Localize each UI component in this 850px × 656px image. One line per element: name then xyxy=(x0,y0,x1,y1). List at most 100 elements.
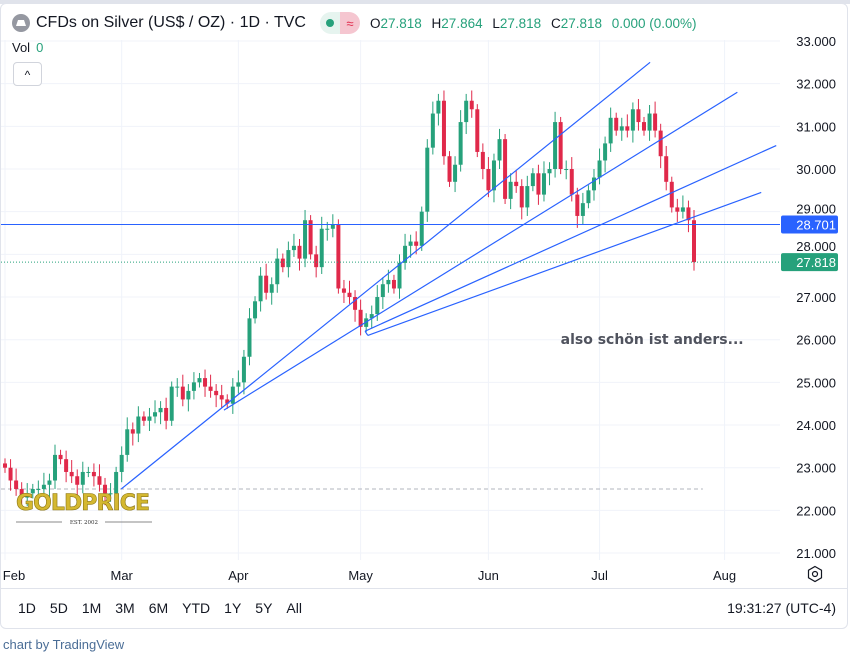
candle-up xyxy=(236,382,241,387)
candle-down xyxy=(208,386,213,391)
candle-down xyxy=(575,194,580,216)
candle-up xyxy=(169,386,174,421)
price-axis-label: 23.000 xyxy=(796,461,836,476)
candle-up xyxy=(541,173,546,195)
range-1y[interactable]: 1Y xyxy=(224,600,242,616)
price-label: 28.701 xyxy=(796,217,836,232)
candle-down xyxy=(686,207,691,221)
price-label: 27.818 xyxy=(796,255,836,270)
range-6m[interactable]: 6M xyxy=(148,600,169,616)
range-ytd[interactable]: YTD xyxy=(182,600,211,616)
chart-settings-icon[interactable] xyxy=(806,565,824,583)
candle-up xyxy=(375,297,380,315)
candle-down xyxy=(353,297,358,310)
candle-down xyxy=(536,173,541,195)
candle-up xyxy=(275,258,280,285)
candle-down xyxy=(180,386,185,400)
candle-up xyxy=(175,386,180,388)
candle-up xyxy=(386,279,391,285)
candle-up xyxy=(630,109,635,131)
candle-up xyxy=(114,471,119,494)
price-axis-label: 27.000 xyxy=(796,290,836,305)
candle-down xyxy=(414,241,419,246)
tradingview-credit-link[interactable]: chart by TradingView xyxy=(3,637,125,652)
candle-down xyxy=(664,156,669,182)
price-axis-label: 30.000 xyxy=(796,162,836,177)
candle-up xyxy=(197,378,202,383)
candle-down xyxy=(641,122,646,131)
candle-down xyxy=(130,429,135,434)
range-all[interactable]: All xyxy=(286,600,302,616)
candle-up xyxy=(464,100,469,123)
candle-up xyxy=(191,382,196,391)
time-axis-label: Feb xyxy=(3,568,25,583)
trend-line xyxy=(120,61,651,490)
logo-est-text: EST. 2002 xyxy=(70,520,98,526)
candle-down xyxy=(214,390,219,396)
candle-down xyxy=(19,489,24,498)
chart-frame xyxy=(0,3,848,629)
candle-down xyxy=(164,407,169,421)
range-5d[interactable]: 5D xyxy=(49,600,68,616)
candle-down xyxy=(447,156,452,182)
candle-up xyxy=(497,139,502,161)
trend-line xyxy=(364,144,777,332)
candle-up xyxy=(258,275,263,302)
candle-down xyxy=(3,463,7,468)
range-1d[interactable]: 1D xyxy=(18,600,36,616)
candle-down xyxy=(69,471,74,477)
candle-up xyxy=(530,173,535,187)
price-axis-label: 25.000 xyxy=(796,375,836,390)
range-3m[interactable]: 3M xyxy=(115,600,135,616)
volume-value: 0 xyxy=(36,40,44,55)
candle-down xyxy=(519,186,524,208)
trend-line xyxy=(367,191,762,336)
candle-up xyxy=(286,250,291,268)
symbol-title[interactable]: CFDs on Silver (US$ / OZ) · 1D · TVC xyxy=(36,14,306,31)
candle-up xyxy=(47,480,52,485)
candle-up xyxy=(230,386,235,404)
price-axis-label: 22.000 xyxy=(796,503,836,518)
candle-up xyxy=(108,493,113,495)
candle-down xyxy=(308,220,313,255)
timezone-clock[interactable]: 19:31:27 (UTC-4) xyxy=(727,600,836,616)
candle-up xyxy=(603,143,608,161)
market-open-icon[interactable] xyxy=(319,12,340,34)
candle-down xyxy=(336,224,341,289)
time-axis-label: Mar xyxy=(110,568,133,583)
price-label-box xyxy=(781,215,838,234)
candle-up xyxy=(136,416,141,434)
candle-up xyxy=(291,245,296,251)
legend-header: CFDs on Silver (US$ / OZ) · 1D · TVC ≈ O… xyxy=(12,12,703,34)
candle-down xyxy=(480,151,485,170)
volume-label: Vol xyxy=(12,40,31,55)
candle-down xyxy=(636,109,641,123)
candle-up xyxy=(158,407,163,413)
candle-down xyxy=(8,467,13,481)
candle-up xyxy=(319,228,324,268)
candle-down xyxy=(391,279,396,289)
open-label: O xyxy=(369,15,381,31)
collapse-legend-button[interactable]: ^ xyxy=(13,62,42,86)
range-1m[interactable]: 1M xyxy=(81,600,102,616)
candle-up xyxy=(86,471,91,473)
delayed-data-icon[interactable]: ≈ xyxy=(339,12,360,34)
range-5y[interactable]: 5Y xyxy=(255,600,273,616)
candle-up xyxy=(419,211,424,246)
price-axis-label: 21.000 xyxy=(796,546,836,561)
candle-down xyxy=(486,169,491,191)
chart-annotation-text: also schön ist anders... xyxy=(561,332,744,348)
candle-down xyxy=(475,109,480,152)
candle-up xyxy=(397,262,402,289)
price-chart[interactable]: 33.000 32.000 31.000 30.000 29.000 28.000 27.0… xyxy=(0,0,850,590)
time-axis-label: Apr xyxy=(228,568,249,583)
candle-down xyxy=(514,181,519,187)
trend-line xyxy=(223,91,738,411)
close-value: 27.818 xyxy=(560,15,602,31)
price-axis-label: 31.000 xyxy=(796,119,836,134)
candle-down xyxy=(297,245,302,259)
status-pills[interactable]: ≈ xyxy=(319,12,360,34)
candle-up xyxy=(186,390,191,400)
candle-down xyxy=(358,309,363,327)
candle-down xyxy=(97,476,102,485)
